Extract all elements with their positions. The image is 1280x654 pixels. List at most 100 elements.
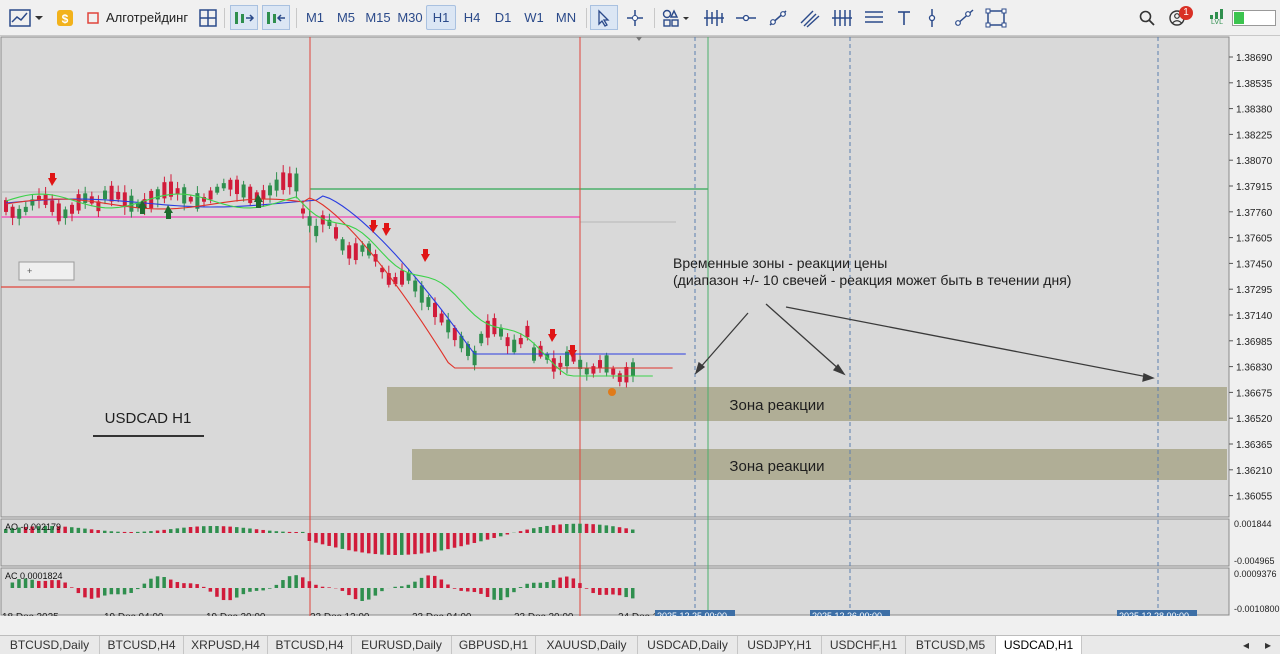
search-icon[interactable] (1136, 5, 1158, 30)
ac-bar (360, 588, 364, 601)
horizontal-line-icon[interactable] (732, 5, 760, 30)
ac-bar (492, 588, 496, 600)
ao-bar (103, 531, 107, 533)
ao-label: AO -0.002179 (5, 522, 61, 532)
ac-bar (90, 588, 94, 599)
ao-bar (195, 527, 199, 533)
scroll-chart-icon[interactable] (230, 5, 258, 30)
ac-bar (63, 583, 67, 588)
tab-btcusd-m5[interactable]: BTCUSD,M5 (906, 636, 996, 654)
trendline-icon[interactable] (764, 5, 792, 30)
dollar-icon[interactable]: $ (54, 5, 76, 30)
timeframe-mn[interactable]: MN (550, 5, 582, 30)
algo-trading-button[interactable]: Алготрейдинг (86, 5, 192, 30)
tab-usdcad-h1[interactable]: USDCAD,H1 (996, 636, 1082, 654)
ac-bar (407, 585, 411, 588)
candle-body (506, 337, 510, 346)
toolbar: $ Алготрейдинг M1 M5 M15 M30 H1 H4 D1 W1… (0, 0, 1280, 36)
levels-icon[interactable] (860, 5, 888, 30)
ac-bar (453, 588, 457, 589)
rectangle-icon[interactable] (982, 5, 1010, 30)
ao-bar (525, 530, 529, 533)
timeframe-d1[interactable]: D1 (488, 5, 518, 30)
ac-axis-bottom: -0.0010800 (1234, 604, 1280, 614)
ao-bar (545, 526, 549, 533)
candle-body (209, 191, 213, 200)
ac-bar (103, 588, 107, 596)
ao-bar (605, 525, 609, 533)
tabs-left-arrow-icon[interactable]: ◂ (1236, 636, 1256, 654)
price-tick-label: 1.37450 (1236, 259, 1273, 270)
ac-bar (57, 580, 61, 588)
timeframe-m5[interactable]: M5 (331, 5, 361, 30)
ao-bar (565, 524, 569, 533)
signal-level-icon[interactable]: LVL (1206, 5, 1228, 30)
tab-btcusd-h4[interactable]: BTCUSD,H4 (100, 636, 184, 654)
cursor-icon[interactable] (590, 5, 618, 30)
candle-body (242, 184, 246, 197)
ac-bar (281, 580, 285, 588)
candle-body (347, 245, 351, 258)
ac-bar (545, 582, 549, 588)
ac-bar (374, 588, 378, 596)
tabs-right-arrow-icon[interactable]: ▸ (1258, 636, 1278, 654)
price-tick-label: 1.36520 (1236, 414, 1273, 425)
layout-grid-icon[interactable] (196, 5, 220, 30)
ao-bar (433, 533, 437, 552)
ao-bar (413, 533, 417, 554)
ac-bar (532, 583, 536, 588)
candle-body (228, 180, 232, 190)
svg-text:$: $ (62, 12, 69, 26)
tab-usdjpy-h1[interactable]: USDJPY,H1 (738, 636, 822, 654)
timeframe-m15[interactable]: M15 (362, 5, 394, 30)
price-tick-label: 1.38535 (1236, 79, 1273, 90)
ac-bar (413, 582, 417, 588)
tab-usdchf-h1[interactable]: USDCHF,H1 (822, 636, 906, 654)
shapes-menu-icon[interactable] (660, 5, 694, 30)
ac-bar (301, 577, 305, 588)
ac-bar (228, 588, 232, 600)
crosshair-icon[interactable] (622, 5, 648, 30)
tab-xauusd-daily[interactable]: XAUUSD,Daily (536, 636, 638, 654)
chart-shift-icon[interactable] (262, 5, 290, 30)
candle-body (354, 243, 358, 260)
ac-bar (539, 583, 543, 588)
ac-bar (440, 579, 444, 588)
ac-label: AC 0.0001824 (5, 571, 63, 581)
timeframe-w1[interactable]: W1 (519, 5, 549, 30)
text-icon[interactable] (892, 5, 916, 30)
price-chart[interactable]: Зона реакции Зона реакции + USDCAD H1 Вр… (0, 36, 1280, 616)
candle-body (248, 187, 252, 203)
channel-icon[interactable] (796, 5, 824, 30)
tab-gbpusd-h1[interactable]: GBPUSD,H1 (452, 636, 536, 654)
timeframe-m1[interactable]: M1 (300, 5, 330, 30)
indicators-icon[interactable] (700, 5, 728, 30)
ac-bar (275, 585, 279, 588)
tab-usdcad-daily[interactable]: USDCAD,Daily (638, 636, 738, 654)
tab-eurusd-daily[interactable]: EURUSD,Daily (352, 636, 452, 654)
price-tick-label: 1.37760 (1236, 208, 1273, 219)
candle-body (281, 172, 285, 190)
candle-body (4, 200, 8, 212)
ac-bar (44, 581, 48, 588)
ac-bar (294, 575, 298, 588)
ac-bar (235, 588, 239, 598)
vertical-line-icon[interactable] (920, 5, 944, 30)
tab-btcusd-h4-2[interactable]: BTCUSD,H4 (268, 636, 352, 654)
ac-bar (341, 588, 345, 591)
candle-body (598, 360, 602, 368)
ao-bar (294, 532, 298, 533)
timeframe-h1[interactable]: H1 (426, 5, 456, 30)
ray-icon[interactable] (950, 5, 978, 30)
tab-btcusd-daily[interactable]: BTCUSD,Daily (0, 636, 100, 654)
tab-xrpusd-h4[interactable]: XRPUSD,H4 (184, 636, 268, 654)
candle-body (420, 285, 424, 302)
plus-icon[interactable]: + (27, 266, 32, 276)
ao-bar (440, 533, 444, 550)
chart-type-button[interactable] (6, 5, 46, 30)
timeframe-m30[interactable]: M30 (395, 5, 425, 30)
fibonacci-icon[interactable] (828, 5, 856, 30)
ao-bar (367, 533, 371, 553)
candle-body (618, 373, 622, 382)
timeframe-h4[interactable]: H4 (457, 5, 487, 30)
